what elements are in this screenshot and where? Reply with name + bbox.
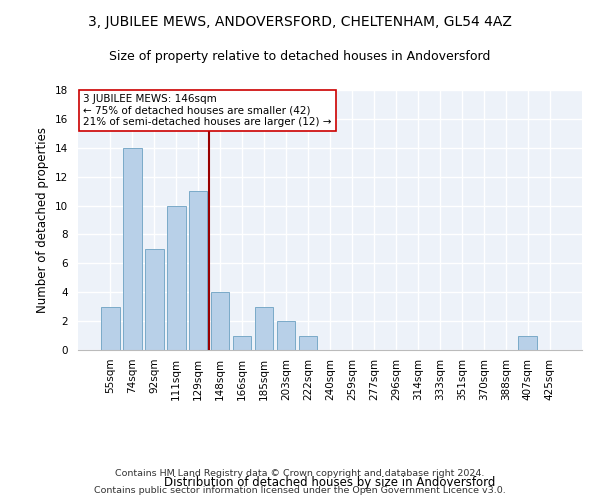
Text: Contains public sector information licensed under the Open Government Licence v3: Contains public sector information licen…	[94, 486, 506, 495]
Bar	[233, 336, 251, 350]
Bar	[145, 249, 164, 350]
Text: 3 JUBILEE MEWS: 146sqm
← 75% of detached houses are smaller (42)
21% of semi-det: 3 JUBILEE MEWS: 146sqm ← 75% of detached…	[83, 94, 332, 127]
Y-axis label: Number of detached properties: Number of detached properties	[37, 127, 49, 313]
Bar	[123, 148, 142, 350]
Text: Contains HM Land Registry data © Crown copyright and database right 2024.: Contains HM Land Registry data © Crown c…	[115, 468, 485, 477]
Bar	[211, 292, 229, 350]
Bar	[189, 191, 208, 350]
Bar	[299, 336, 317, 350]
Bar	[277, 321, 295, 350]
Bar	[167, 206, 185, 350]
Text: 3, JUBILEE MEWS, ANDOVERSFORD, CHELTENHAM, GL54 4AZ: 3, JUBILEE MEWS, ANDOVERSFORD, CHELTENHA…	[88, 15, 512, 29]
Bar	[101, 306, 119, 350]
Bar	[255, 306, 274, 350]
Bar	[518, 336, 537, 350]
X-axis label: Distribution of detached houses by size in Andoversford: Distribution of detached houses by size …	[164, 476, 496, 489]
Text: Size of property relative to detached houses in Andoversford: Size of property relative to detached ho…	[109, 50, 491, 63]
